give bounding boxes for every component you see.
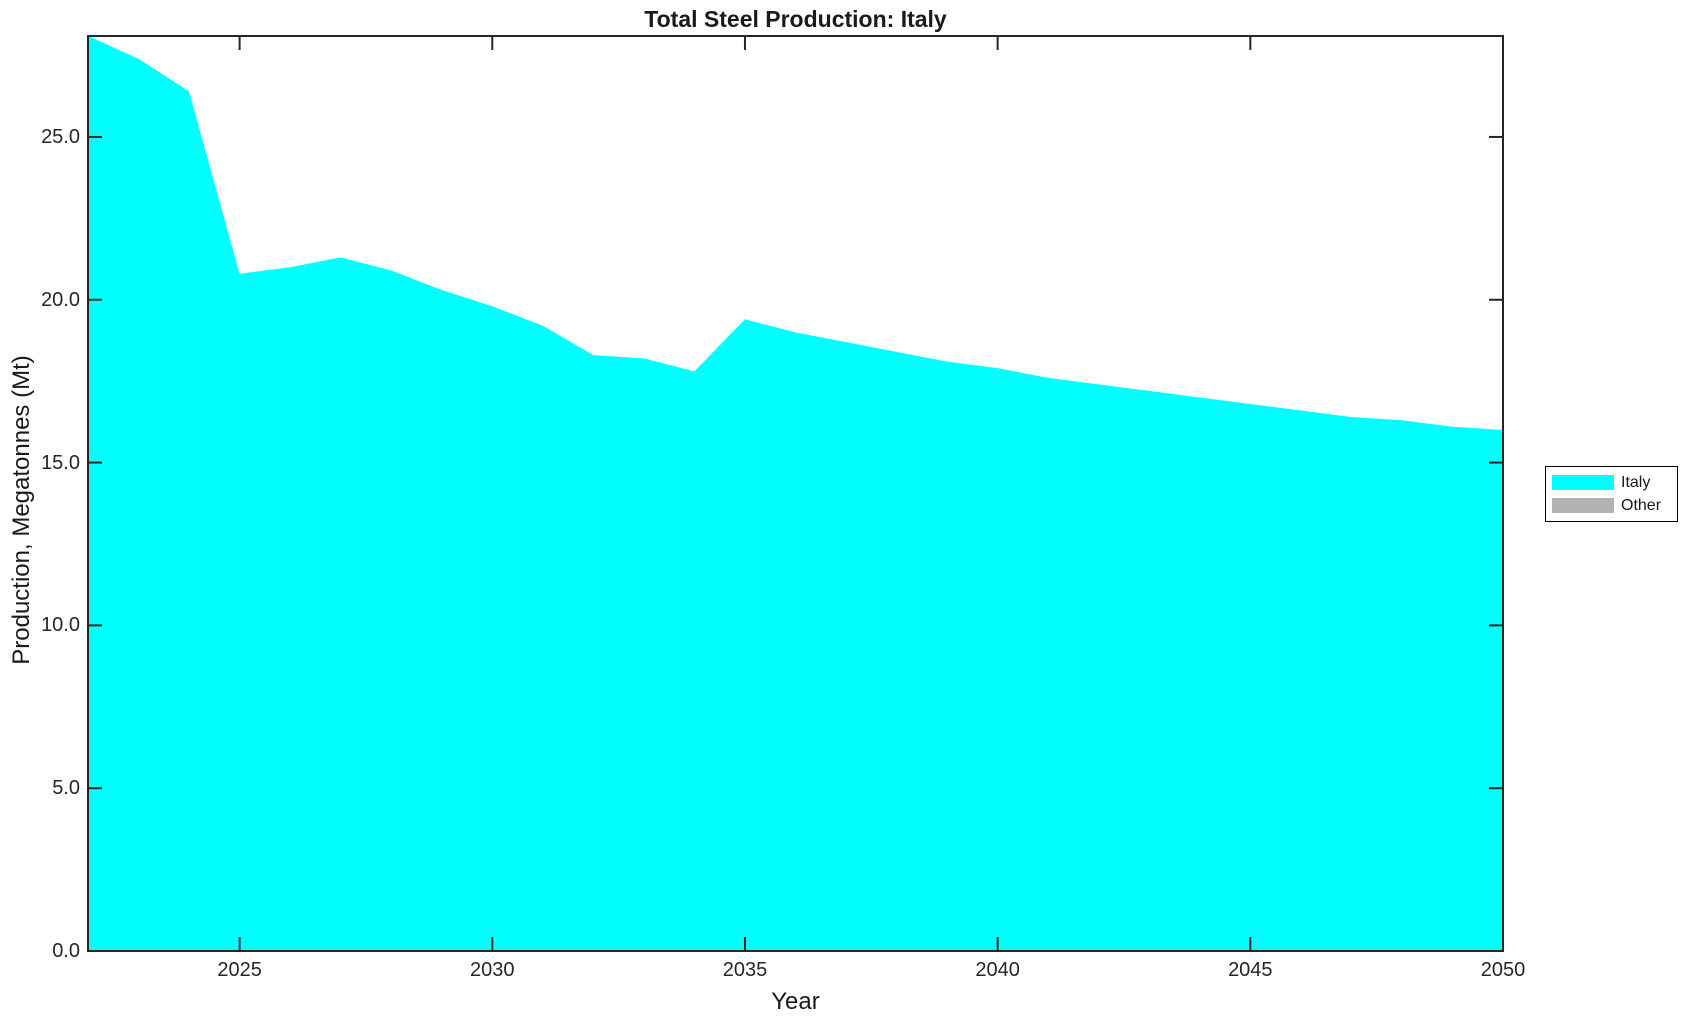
x-tick-label-2045: 2045 — [1228, 959, 1273, 981]
y-tick-label-5.0: 5.0 — [52, 777, 80, 800]
x-tick-label-2040: 2040 — [975, 959, 1020, 981]
area-series-italy — [88, 36, 1503, 951]
chart-title: Total Steel Production: Italy — [644, 6, 947, 32]
y-tick-label-25.0: 25.0 — [41, 125, 80, 148]
legend-label-italy: Italy — [1621, 474, 1651, 491]
x-axis-label: Year — [771, 988, 820, 1015]
legend: Italy Other — [1545, 466, 1678, 522]
y-tick-label-20.0: 20.0 — [41, 288, 80, 311]
y-tick-label-10.0: 10.0 — [41, 614, 80, 637]
legend-item-other: Other — [1552, 497, 1671, 514]
y-tick-label-15.0: 15.0 — [41, 451, 80, 474]
x-tick-label-2025: 2025 — [217, 959, 262, 981]
y-tick-label-0.0: 0.0 — [52, 940, 80, 962]
legend-swatch-italy — [1552, 475, 1614, 490]
x-tick-label-2030: 2030 — [470, 959, 515, 981]
x-tick-label-2035: 2035 — [722, 959, 768, 981]
legend-label-other: Other — [1621, 497, 1662, 514]
x-tick-label-2050: 2050 — [1480, 959, 1526, 981]
axes-box — [87, 35, 1504, 952]
legend-item-italy: Italy — [1552, 474, 1671, 491]
legend-swatch-other — [1552, 498, 1614, 513]
